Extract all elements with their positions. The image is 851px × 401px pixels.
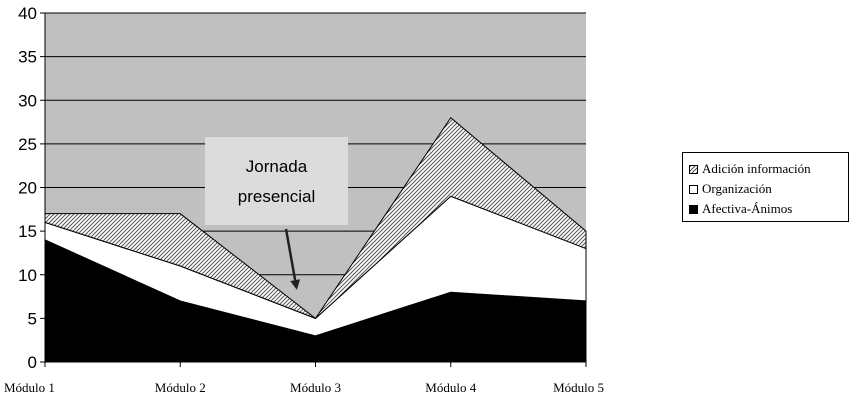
y-tick-label-8: 40 (18, 4, 37, 23)
legend: Adición información Organización Afectiva-… (682, 152, 849, 222)
y-tick-label-3: 15 (18, 222, 37, 241)
legend-label-1: Organización (702, 181, 772, 196)
axes (40, 12, 587, 367)
legend-label-0: Adición información (702, 161, 811, 176)
annotation-line-2: presencial (238, 187, 316, 206)
legend-swatch-0 (689, 164, 698, 174)
legend-item-2: Afectiva-Ánimos (689, 199, 848, 219)
y-tick-label-2: 10 (18, 266, 37, 285)
y-tick-label-4: 20 (18, 179, 37, 198)
x-tick-label-4: Módulo 5 (553, 380, 604, 395)
y-tick-label-0: 0 (28, 353, 37, 372)
legend-label-2: Afectiva-Ánimos (702, 201, 793, 216)
legend-item-0: Adición información (689, 159, 848, 179)
y-tick-label-5: 25 (18, 135, 37, 154)
annotation: Jornada presencial (205, 137, 348, 290)
y-tick-label-6: 30 (18, 91, 37, 110)
annotation-line-1: Jornada (246, 157, 308, 176)
legend-item-1: Organización (689, 179, 848, 199)
legend-swatch-2 (689, 204, 698, 214)
x-tick-label-1: Módulo 2 (155, 380, 206, 395)
y-tick-label-7: 35 (18, 48, 37, 67)
legend-swatch-1 (689, 184, 698, 194)
x-tick-labels: Módulo 1 Módulo 2 Módulo 3 Módulo 4 Módulo 5 (4, 380, 604, 395)
series-area-2 (44, 116, 587, 320)
x-tick-label-3: Módulo 4 (425, 380, 476, 395)
annotation-arrow (284, 228, 301, 290)
y-tick-labels: 0 5 10 15 20 25 30 35 40 (18, 4, 37, 372)
x-tick-label-0: Módulo 1 (4, 380, 55, 395)
annotation-box (205, 137, 348, 225)
x-tick-label-2: Módulo 3 (290, 380, 341, 395)
y-tick-label-1: 5 (28, 309, 37, 328)
